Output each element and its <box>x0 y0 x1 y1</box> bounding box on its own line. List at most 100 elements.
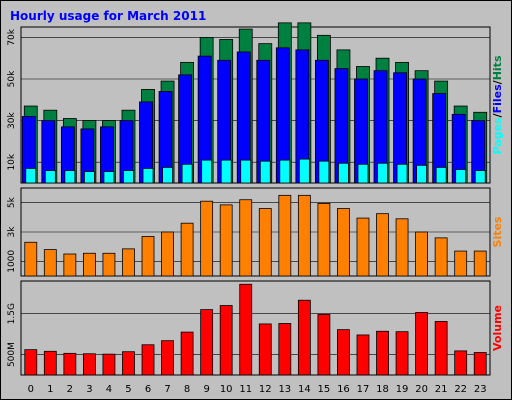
bar-pages-5 <box>123 170 134 184</box>
bar-volume-22 <box>454 350 468 376</box>
y-axis-label-separator: / <box>491 112 504 117</box>
chart-title: Hourly usage for March 2011 <box>10 9 206 23</box>
bar-volume-4 <box>102 353 116 376</box>
bar-pages-10 <box>220 159 232 184</box>
x-tick-label: 13 <box>278 384 291 395</box>
chart-panels: 10k30k50k70kPages/Files/Hits10003k5kSite… <box>7 22 504 376</box>
x-tick-label: 14 <box>298 384 311 395</box>
bar-sites-21 <box>434 237 448 277</box>
x-tick-label: 20 <box>415 384 428 395</box>
x-tick-label: 3 <box>86 384 92 395</box>
bar-volume-19 <box>395 331 409 376</box>
bar-pages-15 <box>318 160 330 184</box>
y-axis-label: Volume <box>491 305 504 351</box>
bar-pages-23 <box>474 170 486 184</box>
x-tick-label: 5 <box>125 384 131 395</box>
bar-pages-16 <box>338 162 349 184</box>
bar-sites-6 <box>141 235 155 277</box>
bar-sites-20 <box>415 231 429 277</box>
bar-volume-6 <box>141 344 155 376</box>
bar-volume-1 <box>43 350 57 376</box>
bar-pages-1 <box>44 170 56 184</box>
bar-volume-7 <box>161 340 174 376</box>
bar-sites-12 <box>258 208 272 277</box>
bar-sites-10 <box>219 204 233 277</box>
bar-volume-9 <box>200 309 214 376</box>
bar-sites-3 <box>82 252 96 277</box>
bar-sites-4 <box>102 252 116 277</box>
bar-pages-12 <box>259 160 271 184</box>
bar-sites-5 <box>122 248 135 277</box>
y-tick-label: 70k <box>7 28 17 45</box>
bar-pages-8 <box>181 163 193 184</box>
x-tick-label: 2 <box>67 384 73 395</box>
bar-sites-11 <box>239 199 253 277</box>
bar-volume-2 <box>63 352 77 376</box>
bar-sites-1 <box>43 249 57 277</box>
x-tick-label: 11 <box>239 384 252 395</box>
y-tick-label: 500M <box>7 342 17 367</box>
bar-volume-18 <box>376 330 389 376</box>
y-tick-label: 1000 <box>7 250 17 273</box>
panel-1: 1000 3k 5k Sites <box>7 187 504 277</box>
bar-volume-11 <box>239 283 253 376</box>
bar-sites-19 <box>395 218 409 277</box>
bar-volume-10 <box>219 305 233 376</box>
bar-pages-17 <box>357 163 369 184</box>
y-tick-label: 3k <box>7 226 17 238</box>
x-tick-label: 9 <box>203 384 209 395</box>
x-tick-label: 22 <box>454 384 467 395</box>
bar-sites-8 <box>180 222 194 277</box>
bar-volume-3 <box>82 353 96 376</box>
bar-pages-19 <box>396 163 408 184</box>
bar-pages-4 <box>103 171 115 184</box>
x-axis-labels: 0 1 2 3 4 5 6 7 8 9 10 11 12 13 14 15 16 17 18 19 20 21 22 23 <box>28 384 487 395</box>
bar-sites-0 <box>24 241 38 277</box>
bar-volume-21 <box>434 321 448 376</box>
y-axis-label-part: Files <box>491 84 504 114</box>
bar-pages-2 <box>64 170 76 184</box>
bar-pages-21 <box>435 166 447 184</box>
bar-sites-16 <box>337 208 350 277</box>
bar-volume-5 <box>122 351 135 376</box>
bar-pages-18 <box>377 162 388 184</box>
y-axis-label-separator: / <box>491 79 504 84</box>
bar-pages-22 <box>455 169 467 184</box>
bar-volume-8 <box>180 331 194 376</box>
x-tick-label: 7 <box>164 384 170 395</box>
bar-volume-0 <box>24 349 38 376</box>
bar-volume-15 <box>317 314 331 376</box>
x-tick-label: 10 <box>220 384 233 395</box>
x-tick-label: 4 <box>106 384 112 395</box>
bar-volume-16 <box>337 329 350 376</box>
y-axis-label: Sites <box>491 216 504 247</box>
bar-volume-20 <box>415 312 429 376</box>
x-tick-label: 18 <box>376 384 389 395</box>
bar-pages-20 <box>416 164 428 184</box>
x-tick-label: 12 <box>259 384 272 395</box>
bar-sites-17 <box>356 217 370 277</box>
x-tick-label: 16 <box>337 384 350 395</box>
y-axis-label: Pages/Files/Hits <box>491 55 504 154</box>
bar-volume-17 <box>356 334 370 376</box>
bar-sites-22 <box>454 250 468 277</box>
bar-volume-14 <box>297 299 311 376</box>
panel-2: 500M 1.5G Volume <box>7 280 504 376</box>
plot-area <box>20 26 491 184</box>
x-tick-label: 8 <box>184 384 190 395</box>
y-axis-label-part: Pages <box>491 117 504 155</box>
x-tick-label: 6 <box>145 384 151 395</box>
bar-sites-9 <box>200 200 214 277</box>
bar-pages-13 <box>279 159 291 184</box>
bar-pages-7 <box>162 166 173 184</box>
bar-sites-2 <box>63 253 77 277</box>
y-tick-label: 5k <box>7 196 17 208</box>
x-tick-label: 21 <box>435 384 448 395</box>
y-axis-label-part: Hits <box>491 55 504 80</box>
x-tick-label: 23 <box>474 384 487 395</box>
bar-pages-3 <box>83 171 95 184</box>
bar-volume-13 <box>278 323 292 376</box>
bar-sites-15 <box>317 202 331 277</box>
